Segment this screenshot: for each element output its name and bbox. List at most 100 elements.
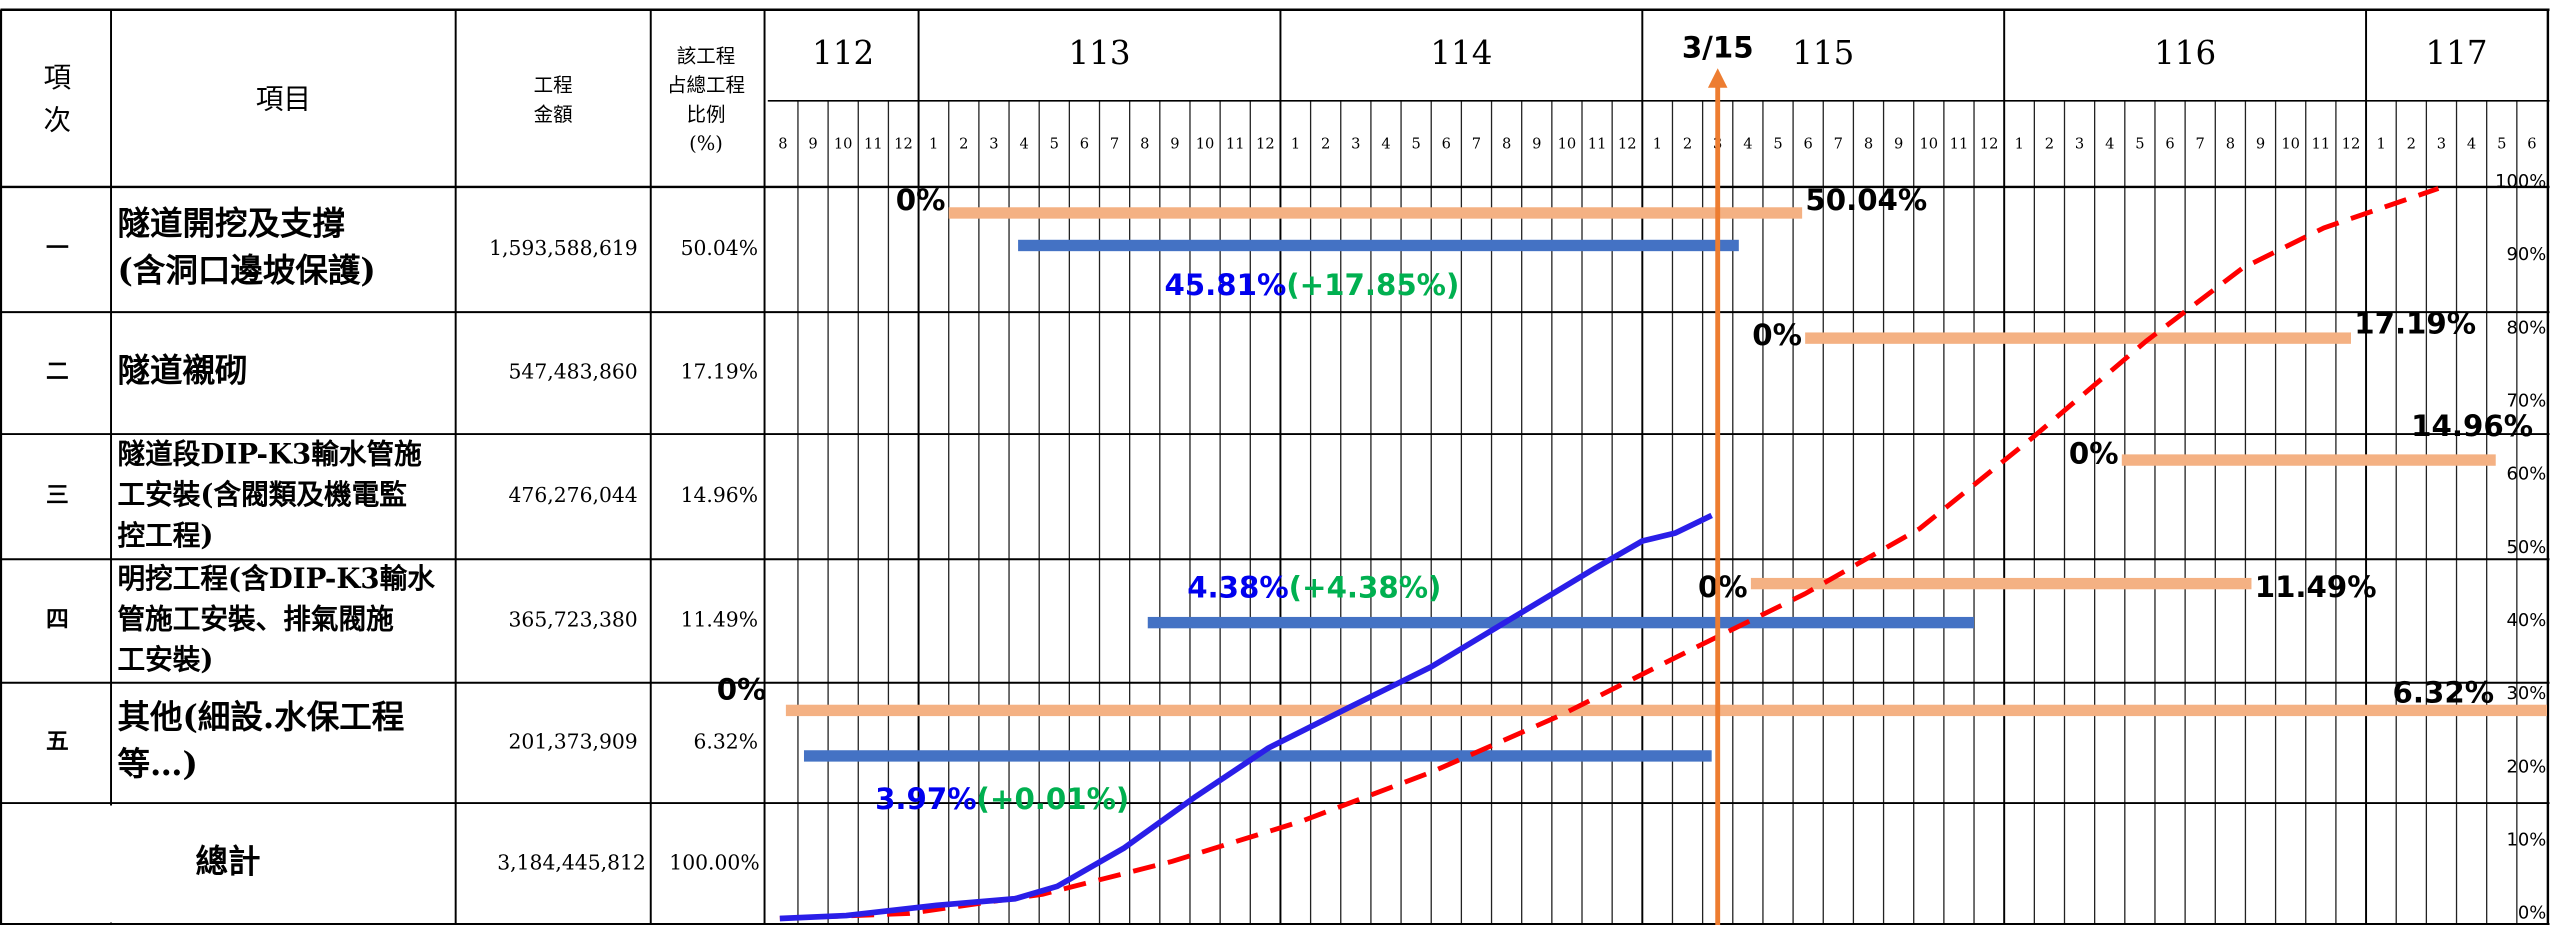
planned-start-label: 0% <box>2069 437 2119 471</box>
actual-bar <box>1147 616 1975 629</box>
planned-end-label: 11.49% <box>2255 570 2377 604</box>
month-label: 10 <box>1919 136 1938 153</box>
header-label: 項 <box>44 61 72 94</box>
year-label: 113 <box>1068 34 1130 72</box>
month-label: 2 <box>2407 136 2416 153</box>
month-label: 8 <box>1140 136 1149 153</box>
row-item: 明挖工程(含DIP-K3輸水 <box>118 562 436 595</box>
year-label: 114 <box>1430 34 1492 72</box>
year-label: 117 <box>2426 34 2488 72</box>
header-label: 金額 <box>534 103 573 126</box>
row-item: 其他(細設.水保工程 <box>118 697 405 736</box>
row-item: 控工程) <box>118 519 214 552</box>
month-label: 8 <box>2226 136 2235 153</box>
month-label: 10 <box>1558 136 1577 153</box>
year-label: 112 <box>812 34 874 72</box>
total-amount: 3,184,445,812 <box>497 851 646 875</box>
month-label: 1 <box>1653 136 1662 153</box>
month-label: 2 <box>1321 136 1330 153</box>
month-label: 4 <box>1743 136 1752 153</box>
actual-value: 3.97% <box>875 781 976 815</box>
month-label: 4 <box>2467 136 2476 153</box>
month-label: 5 <box>1411 136 1420 153</box>
header-label: (%) <box>689 132 723 155</box>
planned-start-label: 0% <box>896 183 946 217</box>
row-item: 工安裝) <box>118 643 214 676</box>
month-label: 6 <box>2527 136 2536 153</box>
month-label: 5 <box>1773 136 1782 153</box>
month-label: 11 <box>2312 136 2331 153</box>
row-item: 隧道襯砌 <box>118 351 248 390</box>
planned-bar <box>948 207 1803 219</box>
actual-label: 45.81%(+17.85%) <box>1164 268 1459 302</box>
month-label: 7 <box>1110 136 1119 153</box>
y2-tick-label: 80% <box>2507 317 2547 338</box>
month-label: 4 <box>1019 136 1028 153</box>
actual-curve <box>779 512 1713 922</box>
row-ratio: 14.96% <box>681 483 758 507</box>
month-label: 3 <box>2075 136 2084 153</box>
year-label: 115 <box>1792 34 1854 72</box>
planned-end-label: 17.19% <box>2354 307 2476 341</box>
month-label: 5 <box>1050 136 1059 153</box>
row-no: 三 <box>46 483 69 509</box>
planned-bar <box>2121 454 2496 466</box>
header-label: 工程 <box>534 74 573 97</box>
month-label: 2 <box>1683 136 1692 153</box>
planned-end-label: 6.32% <box>2393 676 2494 710</box>
actual-delta: (+17.85%) <box>1286 268 1459 302</box>
marker-arrow <box>1707 68 1728 88</box>
actual-delta: (+0.01%) <box>977 781 1130 815</box>
row-item: 工安裝(含閥類及機電監 <box>118 478 407 511</box>
month-label: 8 <box>778 136 787 153</box>
month-label: 8 <box>1864 136 1873 153</box>
row-amount: 365,723,380 <box>509 608 638 632</box>
actual-label: 3.97%(+0.01%) <box>875 781 1129 815</box>
month-label: 2 <box>2045 136 2054 153</box>
header-label: 項目 <box>256 82 311 115</box>
row-no: 五 <box>46 729 69 755</box>
cell-cover <box>107 805 115 923</box>
month-label: 9 <box>1170 136 1179 153</box>
header-label: 占總工程 <box>667 74 745 97</box>
row-item: 隧道開挖及支撐 <box>118 203 346 242</box>
month-label: 12 <box>2342 136 2361 153</box>
month-label: 11 <box>1226 136 1245 153</box>
planned-bar <box>1805 332 2351 344</box>
row-amount: 547,483,860 <box>509 360 638 384</box>
planned-start-label: 0% <box>1698 570 1748 604</box>
month-label: 9 <box>1894 136 1903 153</box>
planned-end-label: 14.96% <box>2411 409 2533 443</box>
month-label: 5 <box>2497 136 2506 153</box>
actual-value: 45.81% <box>1164 268 1286 302</box>
y2-tick-label: 90% <box>2507 244 2547 265</box>
total-label: 總計 <box>196 842 261 881</box>
month-label: 6 <box>1080 136 1089 153</box>
month-label: 9 <box>1532 136 1541 153</box>
total-ratio: 100.00% <box>669 851 759 875</box>
y2-tick-label: 30% <box>2507 683 2547 704</box>
y2-tick-label: 10% <box>2507 829 2547 850</box>
row-amount: 1,593,588,619 <box>489 236 638 260</box>
planned-end-label: 50.04% <box>1805 183 1927 217</box>
month-label: 2 <box>959 136 968 153</box>
month-label: 10 <box>2281 136 2300 153</box>
y2-tick-label: 40% <box>2507 610 2547 631</box>
month-label: 4 <box>2105 136 2114 153</box>
y2-tick-label: 60% <box>2507 464 2547 485</box>
row-item: (含洞口邊坡保護) <box>118 251 376 290</box>
planned-bar <box>785 704 2547 717</box>
row-ratio: 50.04% <box>681 236 758 260</box>
month-label: 6 <box>1442 136 1451 153</box>
marker-label: 3/15 <box>1682 30 1754 64</box>
planned-curve <box>779 186 2440 921</box>
month-label: 3 <box>2437 136 2446 153</box>
planned-bar <box>1750 577 2252 590</box>
row-amount: 201,373,909 <box>509 729 638 753</box>
actual-value: 4.38% <box>1187 570 1288 604</box>
month-label: 12 <box>1256 136 1275 153</box>
row-item: 等…) <box>118 744 198 783</box>
month-label: 1 <box>929 136 938 153</box>
month-label: 4 <box>1381 136 1390 153</box>
